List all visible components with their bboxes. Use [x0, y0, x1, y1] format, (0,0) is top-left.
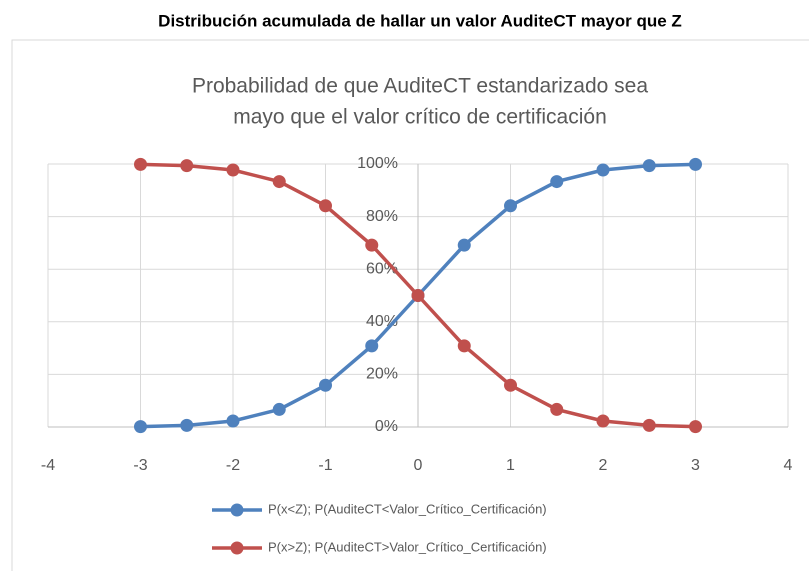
point	[365, 339, 379, 353]
point	[642, 418, 656, 432]
point	[180, 418, 194, 432]
point	[689, 157, 702, 171]
legend-label: P(x<Z); P(AuditeCT<Valor_Crítico_Certifi…	[268, 501, 547, 516]
point	[365, 238, 379, 252]
point	[504, 378, 517, 392]
x-tick-label: -3	[133, 457, 147, 474]
point	[319, 199, 332, 213]
point	[272, 175, 286, 189]
point	[134, 420, 147, 434]
point	[689, 420, 702, 434]
x-tick-label: 4	[784, 457, 793, 474]
x-tick-label: -2	[226, 457, 240, 474]
header: Distribución acumulada de hallar un valo…	[158, 11, 682, 30]
point	[457, 238, 471, 252]
chart-title: mayo que el valor crítico de certificaci…	[233, 106, 607, 129]
point	[272, 402, 286, 416]
x-tick-label: -1	[318, 457, 332, 474]
point	[411, 289, 425, 302]
point	[180, 159, 194, 173]
x-tick-label: -4	[41, 457, 55, 474]
x-tick-label: 3	[691, 457, 700, 474]
y-tick-label: 20%	[366, 366, 398, 383]
y-tick-label: 0%	[375, 418, 398, 435]
point	[550, 402, 564, 416]
point	[226, 414, 240, 428]
point	[504, 199, 517, 213]
chart-title: Probabilidad de que AuditeCT estandariza…	[192, 75, 648, 98]
x-tick-label: 1	[506, 457, 515, 474]
point	[457, 339, 471, 353]
chart-border	[11, 39, 809, 571]
legend-marker	[230, 541, 244, 555]
point	[642, 159, 656, 173]
x-tick-label: 0	[414, 457, 423, 474]
point	[596, 414, 610, 428]
legend-marker	[230, 503, 244, 517]
point	[550, 175, 564, 189]
point	[596, 163, 610, 177]
x-tick-label: 2	[599, 457, 608, 474]
point	[226, 163, 240, 177]
y-tick-label: 100%	[357, 155, 398, 172]
point	[319, 378, 332, 392]
point	[134, 157, 147, 171]
legend-label: P(x>Z); P(AuditeCT>Valor_Crítico_Certifi…	[268, 539, 547, 554]
y-tick-label: 80%	[366, 208, 398, 225]
